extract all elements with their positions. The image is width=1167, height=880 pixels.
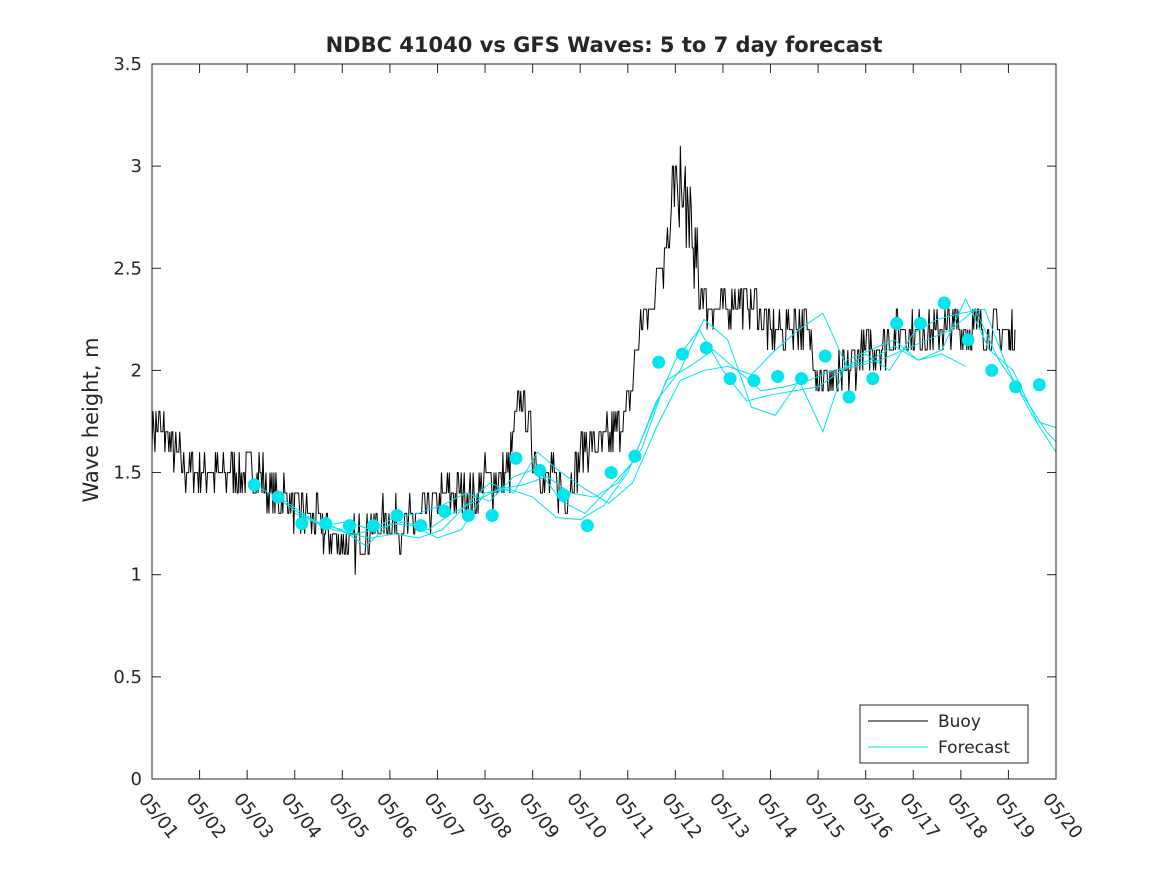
y-tick-label: 2 bbox=[131, 360, 142, 381]
forecast-point bbox=[913, 316, 927, 330]
legend: Buoy Forecast bbox=[859, 704, 1029, 764]
y-tick-label: 3.5 bbox=[113, 54, 142, 75]
forecast-point bbox=[319, 517, 333, 531]
forecast-point bbox=[342, 519, 356, 533]
y-tick-label: 0.5 bbox=[113, 667, 142, 688]
x-tick-label: 05/14 bbox=[753, 789, 801, 843]
y-tick-label: 3 bbox=[131, 156, 142, 177]
x-tick-label: 05/04 bbox=[277, 789, 325, 843]
forecast-point bbox=[414, 519, 428, 533]
plot-frame bbox=[151, 63, 1057, 780]
forecast-point bbox=[676, 347, 690, 361]
legend-box bbox=[859, 704, 1029, 764]
x-tick-label: 05/09 bbox=[515, 789, 563, 843]
x-tick-label: 05/08 bbox=[467, 789, 515, 843]
forecast-point bbox=[557, 488, 571, 502]
chart-title: NDBC 41040 vs GFS Waves: 5 to 7 day fore… bbox=[326, 33, 883, 57]
forecast-point bbox=[985, 363, 999, 377]
y-tick-label: 0 bbox=[131, 769, 142, 790]
y-tick-label: 2.5 bbox=[113, 258, 142, 279]
forecast-point bbox=[438, 504, 452, 518]
forecast-point bbox=[652, 355, 666, 369]
legend-forecast-label: Forecast bbox=[938, 738, 1010, 758]
forecast-point bbox=[723, 372, 737, 386]
forecast-point bbox=[1032, 378, 1046, 392]
forecast-point bbox=[890, 316, 904, 330]
forecast-point bbox=[366, 519, 380, 533]
forecast-point bbox=[509, 451, 523, 465]
x-tick-label: 05/17 bbox=[895, 789, 943, 843]
legend-buoy-label: Buoy bbox=[938, 712, 981, 732]
forecast-point bbox=[818, 349, 832, 363]
markers-layer bbox=[247, 296, 1046, 533]
forecast-point bbox=[533, 464, 547, 478]
forecast-point bbox=[1009, 380, 1023, 394]
forecast-point bbox=[485, 508, 499, 522]
y-axis-label: Wave height, m bbox=[79, 337, 103, 502]
x-tick-label: 05/06 bbox=[372, 789, 420, 843]
x-tick-label: 05/02 bbox=[182, 789, 230, 843]
forecast-point bbox=[390, 508, 404, 522]
x-tick-label: 05/07 bbox=[420, 789, 468, 843]
x-tick-label: 05/19 bbox=[990, 789, 1038, 843]
forecast-point bbox=[937, 296, 951, 310]
forecast-point bbox=[842, 390, 856, 404]
y-tick-label: 1.5 bbox=[113, 463, 142, 484]
x-tick-label: 05/16 bbox=[848, 789, 896, 843]
forecast-point bbox=[866, 372, 880, 386]
forecast-point bbox=[699, 341, 713, 355]
forecast-point bbox=[747, 374, 761, 388]
forecast-point bbox=[794, 372, 808, 386]
forecast-point bbox=[580, 519, 594, 533]
x-tick-label: 05/15 bbox=[800, 789, 848, 843]
x-tick-label: 05/05 bbox=[324, 789, 372, 843]
forecast-series-line-5 bbox=[323, 312, 966, 539]
forecast-point bbox=[461, 508, 475, 522]
forecast-point bbox=[604, 466, 618, 480]
forecast-point bbox=[271, 490, 285, 504]
forecast-point bbox=[961, 333, 975, 347]
y-tick-label: 1 bbox=[131, 565, 142, 586]
forecast-point bbox=[247, 478, 261, 492]
x-tick-label: 05/12 bbox=[657, 789, 705, 843]
x-tick-label: 05/13 bbox=[705, 789, 753, 843]
x-tick-label: 05/18 bbox=[943, 789, 991, 843]
series-layer bbox=[151, 145, 1057, 575]
forecast-series-line-2 bbox=[261, 308, 1057, 535]
x-tick-label: 05/10 bbox=[562, 789, 610, 843]
forecast-point bbox=[771, 370, 785, 384]
x-tick-label: 05/11 bbox=[610, 789, 658, 843]
buoy-series-line bbox=[151, 145, 1016, 575]
forecast-point bbox=[295, 517, 309, 531]
x-tick-label: 05/01 bbox=[134, 789, 182, 843]
forecast-series-line-3 bbox=[275, 297, 1057, 531]
forecast-point bbox=[628, 449, 642, 463]
x-tick-label: 05/20 bbox=[1038, 789, 1086, 843]
x-tick-label: 05/03 bbox=[229, 789, 277, 843]
